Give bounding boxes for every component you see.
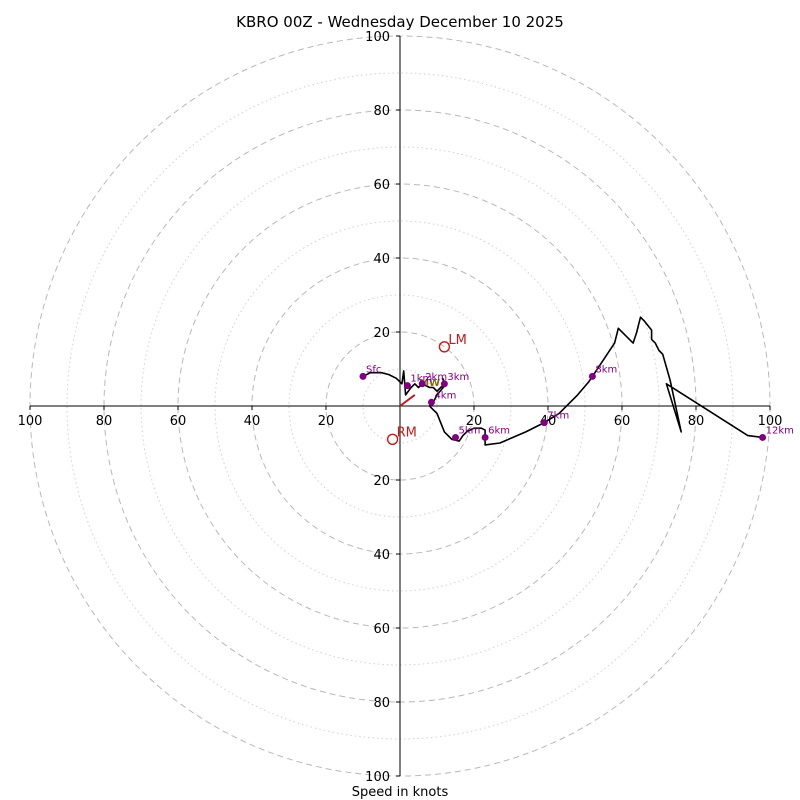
height-marker xyxy=(588,372,596,380)
height-marker xyxy=(359,372,367,380)
y-tick-label: 60 xyxy=(373,622,390,637)
storm-motion-marker xyxy=(386,433,399,445)
height-marker-label: Sfc xyxy=(366,364,381,375)
height-marker-label: 3km xyxy=(447,372,469,383)
y-tick-label: 80 xyxy=(373,104,390,119)
y-tick-label: 100 xyxy=(365,770,390,785)
chart-title: KBRO 00Z - Wednesday December 10 2025 xyxy=(236,13,564,31)
y-tick-label: 80 xyxy=(373,696,390,711)
wind-profile-layer: MW xyxy=(362,316,763,446)
height-marker xyxy=(452,433,459,441)
x-tick-label: 100 xyxy=(18,414,43,429)
height-marker-label: 1km xyxy=(410,374,432,385)
wind-profile-line xyxy=(362,316,763,446)
x-tick-label: 60 xyxy=(614,414,631,429)
height-marker-label: 6km xyxy=(488,425,510,436)
storm-motion-marker xyxy=(438,341,451,353)
tick-labels: 1001008080606040402020202040406060808010… xyxy=(18,30,783,785)
y-tick-label: 20 xyxy=(373,326,390,341)
mean-wind-label: MW xyxy=(419,378,440,389)
x-tick-label: 80 xyxy=(96,414,113,429)
height-marker-label: 8km xyxy=(595,364,617,375)
height-marker xyxy=(427,398,435,406)
height-marker-label: 4km xyxy=(434,390,456,401)
x-tick-label: 100 xyxy=(758,414,783,429)
height-marker xyxy=(540,419,548,427)
storm-motion-label: LM xyxy=(448,333,466,348)
y-tick-label: 100 xyxy=(365,30,390,45)
x-axis-label: Speed in knots xyxy=(352,785,449,800)
y-tick-label: 40 xyxy=(373,548,390,563)
height-marker xyxy=(759,433,767,441)
x-tick-label: 60 xyxy=(170,414,187,429)
height-marker-label: 5km xyxy=(459,425,481,436)
height-marker xyxy=(403,382,411,390)
storm-motions: LM RM xyxy=(386,333,467,445)
x-tick-label: 80 xyxy=(688,414,705,429)
y-tick-label: 60 xyxy=(373,178,390,193)
height-marker-label: 12km xyxy=(766,425,794,436)
x-tick-label: 20 xyxy=(318,414,335,429)
x-tick-label: 20 xyxy=(466,414,483,429)
height-marker xyxy=(418,380,426,388)
height-marker xyxy=(481,433,489,441)
y-tick-label: 20 xyxy=(373,474,390,489)
storm-motion-vector xyxy=(399,394,416,407)
height-marker-label: 7km xyxy=(547,411,569,422)
storm-motion-label: RM xyxy=(397,425,417,440)
height-marker xyxy=(440,380,448,388)
height-marker-label: 2km xyxy=(425,372,447,383)
x-tick-label: 40 xyxy=(244,414,261,429)
y-tick-label: 40 xyxy=(373,252,390,267)
